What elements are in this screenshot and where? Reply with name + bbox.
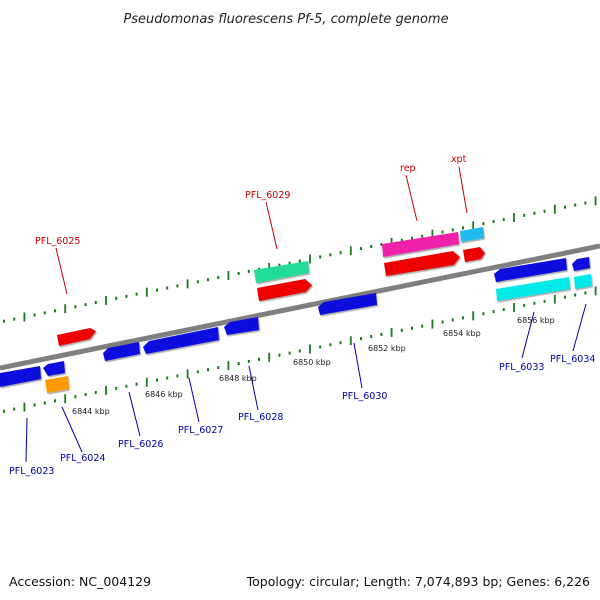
label-PFL_6027[interactable]: PFL_6027 [178,425,223,436]
kbp-label-6854: 6854 kbp [443,329,481,338]
leader-xpt [458,166,468,214]
label-xpt[interactable]: xpt [451,154,467,165]
label-PFL_6023[interactable]: PFL_6023 [9,466,54,477]
label-PFL_6028[interactable]: PFL_6028 [238,412,283,423]
gene-PFL_6034-cds[interactable] [572,257,590,271]
kbp-label-6846: 6846 kbp [145,390,183,399]
label-PFL_6030[interactable]: PFL_6030 [342,391,387,402]
gene-PFL_6024[interactable] [43,361,65,376]
gene-xpt[interactable] [460,227,484,242]
gene-rep-cds[interactable] [384,251,460,276]
leader-PFL_6027 [188,377,200,423]
label-PFL_6024[interactable]: PFL_6024 [60,453,105,464]
map-title: Pseudomonas fluorescens Pf-5, complete g… [123,12,448,27]
forward-strand-features [57,227,485,346]
leader-PFL_6028 [248,365,259,411]
label-PFL_6026[interactable]: PFL_6026 [118,439,163,450]
label-PFL_6029[interactable]: PFL_6029 [245,190,290,201]
gene-PFL_6034[interactable] [574,274,592,289]
gene-PFL_6033-cds[interactable] [494,258,567,282]
leader-PFL_6034 [572,303,587,352]
leader-PFL_6024 [61,406,83,453]
leader-rep [405,174,418,222]
gene-PFL_6028[interactable] [224,317,259,335]
gene-PFL_6030[interactable] [318,293,377,315]
label-leader-lines [25,166,587,463]
label-PFL_6034[interactable]: PFL_6034 [550,354,595,365]
gene-PFL_6027[interactable] [143,327,219,354]
kbp-label-6856: 6856 kbp [517,316,555,325]
gene-PFL_6029b[interactable] [257,279,312,301]
leader-PFL_6026 [128,391,141,437]
genome-backbone [0,243,600,371]
kbp-label-6844: 6844 kbp [72,407,110,416]
leader-PFL_6029 [265,201,278,250]
kbp-label-6852: 6852 kbp [368,344,406,353]
gene-xpt-cds[interactable] [463,247,485,262]
genome-summary-text: Topology: circular; Length: 7,074,893 bp… [246,574,590,589]
kbp-label-6848: 6848 kbp [219,374,257,383]
gene-PFL_6029[interactable] [254,261,309,283]
gene-rep[interactable] [382,232,459,257]
gene-PFL_6024-orange[interactable] [45,376,69,393]
gene-PFL_6033[interactable] [496,277,570,301]
label-PFL_6033[interactable]: PFL_6033 [499,362,544,373]
leader-PFL_6030 [353,342,363,389]
leader-PFL_6023 [25,417,28,463]
kbp-label-6850: 6850 kbp [293,358,331,367]
gene-PFL_6023[interactable] [0,366,41,387]
leader-PFL_6033 [521,311,535,359]
reverse-strand-features [0,257,592,393]
leader-PFL_6025 [55,247,68,295]
gene-PFL_6025[interactable] [57,328,96,346]
accession-text: Accession: NC_004129 [9,574,151,589]
label-rep[interactable]: rep [400,163,416,174]
label-PFL_6025[interactable]: PFL_6025 [35,236,80,247]
gene-PFL_6026[interactable] [103,342,140,361]
